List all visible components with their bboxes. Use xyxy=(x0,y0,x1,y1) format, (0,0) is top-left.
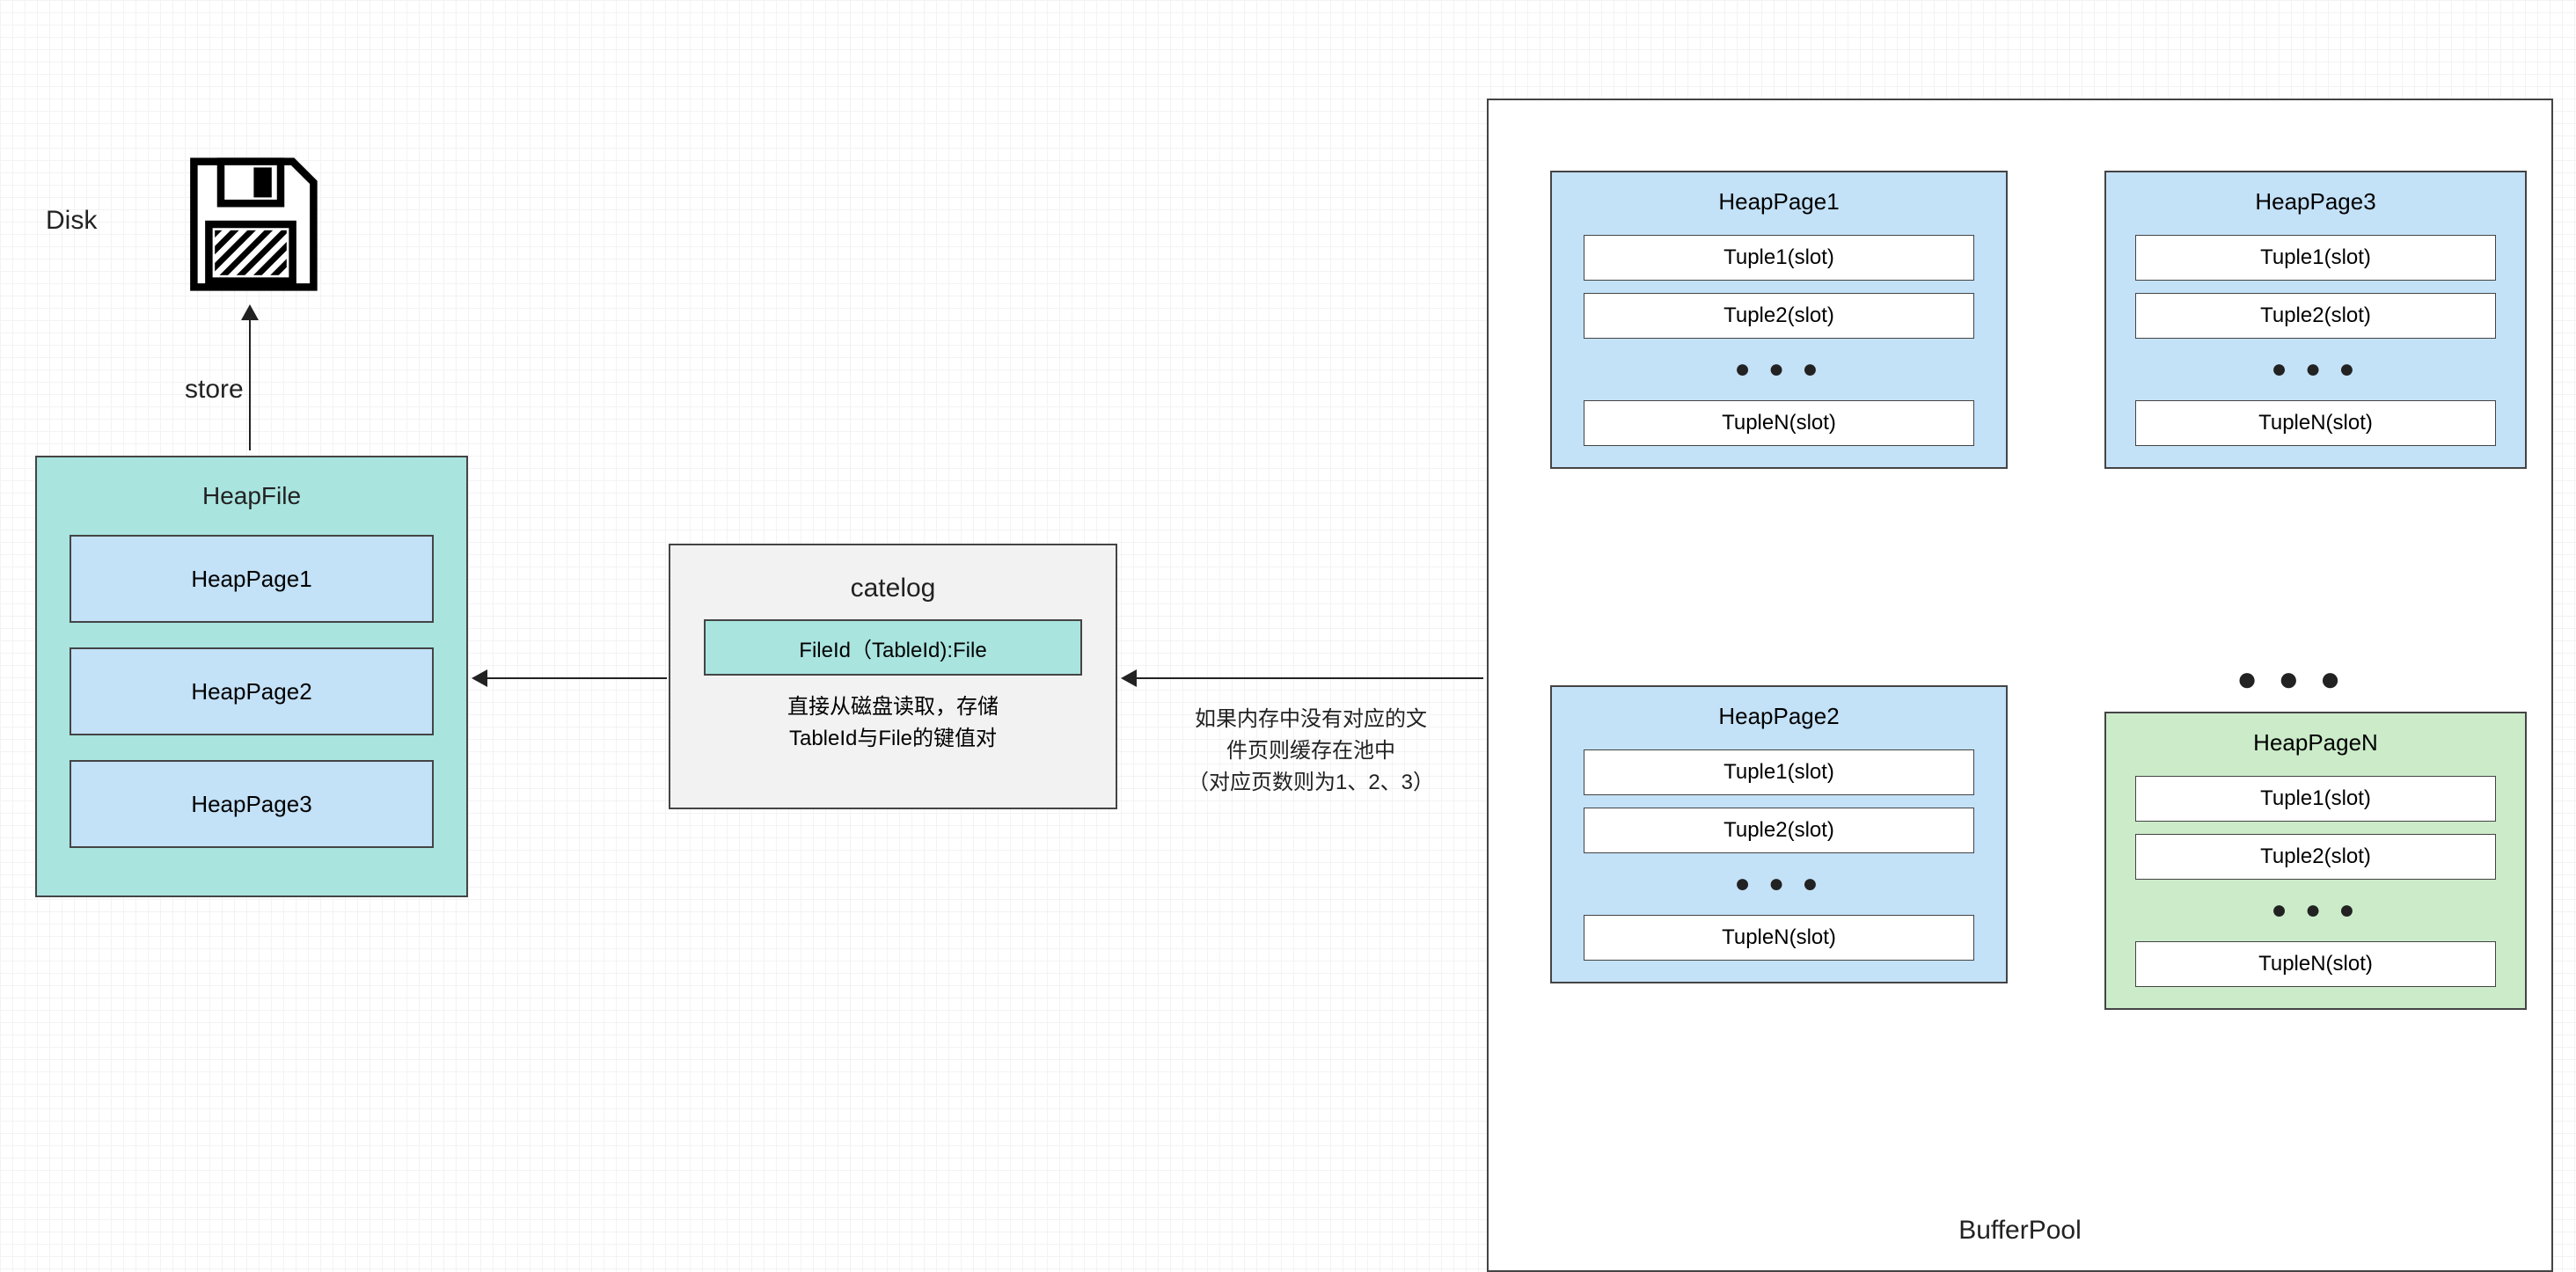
arrow-catelog-to-heapfile xyxy=(486,677,667,679)
tuple-ellipsis: ● ● ● xyxy=(1734,871,1823,897)
heapfile-page: HeapPage3 xyxy=(70,760,435,848)
tuple-slot: TupleN(slot) xyxy=(2135,941,2495,987)
heap-page-card: HeapPage2 Tuple1(slot) Tuple2(slot) ● ● ● Tu… xyxy=(1550,685,2008,983)
tuple-ellipsis: ● ● ● xyxy=(2271,356,2360,383)
disk-label: Disk xyxy=(46,201,97,240)
heap-page-title: HeapPage1 xyxy=(1718,188,1839,216)
catelog-container: catelog FileId（TableId):File 直接从磁盘读取，存储 … xyxy=(669,544,1117,809)
store-arrow-line xyxy=(249,317,251,450)
heap-page-title: HeapPage2 xyxy=(1718,703,1839,730)
heap-page-title: HeapPage3 xyxy=(2255,188,2375,216)
heapfile-title: HeapFile xyxy=(202,482,301,510)
arrow-note-line3: （对应页数则为1、2、3） xyxy=(1153,767,1469,799)
arrow-note-line1: 如果内存中没有对应的文 xyxy=(1153,704,1469,735)
tuple-slot: TupleN(slot) xyxy=(1584,400,1974,446)
tuple-slot: Tuple1(slot) xyxy=(1584,235,1974,281)
tuple-slot: Tuple2(slot) xyxy=(2135,293,2495,339)
heap-page-card: HeapPage3 Tuple1(slot) Tuple2(slot) ● ● ● Tu… xyxy=(2104,171,2527,469)
tuple-ellipsis: ● ● ● xyxy=(1734,356,1823,383)
tuple-slot: Tuple2(slot) xyxy=(1584,293,1974,339)
tuple-slot: Tuple1(slot) xyxy=(2135,776,2495,822)
arrow-bufferpool-to-catelog-head xyxy=(1121,669,1137,687)
bufferpool-title: BufferPool xyxy=(1958,1216,2082,1246)
bufferpool-ellipsis: ● ● ● xyxy=(2236,662,2346,697)
arrow-note-line2: 件页则缓存在池中 xyxy=(1153,735,1469,767)
catelog-desc-line2: TableId与File的键值对 xyxy=(787,723,999,755)
arrow-catelog-to-heapfile-head xyxy=(472,669,487,687)
floppy-disk-icon xyxy=(176,150,326,299)
heapfile-page: HeapPage2 xyxy=(70,647,435,735)
tuple-slot: Tuple1(slot) xyxy=(2135,235,2495,281)
store-arrow-head xyxy=(241,304,259,320)
heap-page-card: HeapPageN Tuple1(slot) Tuple2(slot) ● ● ● Tu… xyxy=(2104,712,2527,1010)
tuple-slot: TupleN(slot) xyxy=(2135,400,2495,446)
heap-page-card: HeapPage1 Tuple1(slot) Tuple2(slot) ● ● ● Tu… xyxy=(1550,171,2008,469)
catelog-desc-line1: 直接从磁盘读取，存储 xyxy=(787,691,999,723)
arrow-bufferpool-to-catelog xyxy=(1135,677,1483,679)
tuple-ellipsis: ● ● ● xyxy=(2271,897,2360,924)
arrow-note: 如果内存中没有对应的文 件页则缓存在池中 （对应页数则为1、2、3） xyxy=(1153,704,1469,799)
bufferpool-container: BufferPool ● ● ● HeapPage1 Tuple1(slot) Tu… xyxy=(1487,99,2553,1272)
tuple-slot: Tuple2(slot) xyxy=(2135,834,2495,880)
catelog-title: catelog xyxy=(851,574,936,603)
heap-page-title: HeapPageN xyxy=(2253,729,2378,757)
catelog-desc: 直接从磁盘读取，存储 TableId与File的键值对 xyxy=(787,691,999,755)
heapfile-page: HeapPage1 xyxy=(70,535,435,623)
store-arrow-label: store xyxy=(185,369,244,409)
catelog-entry: FileId（TableId):File xyxy=(704,619,1082,676)
tuple-slot: Tuple2(slot) xyxy=(1584,808,1974,853)
tuple-slot: TupleN(slot) xyxy=(1584,915,1974,961)
heapfile-container: HeapFile HeapPage1 HeapPage2 HeapPage3 xyxy=(35,456,468,897)
tuple-slot: Tuple1(slot) xyxy=(1584,749,1974,795)
